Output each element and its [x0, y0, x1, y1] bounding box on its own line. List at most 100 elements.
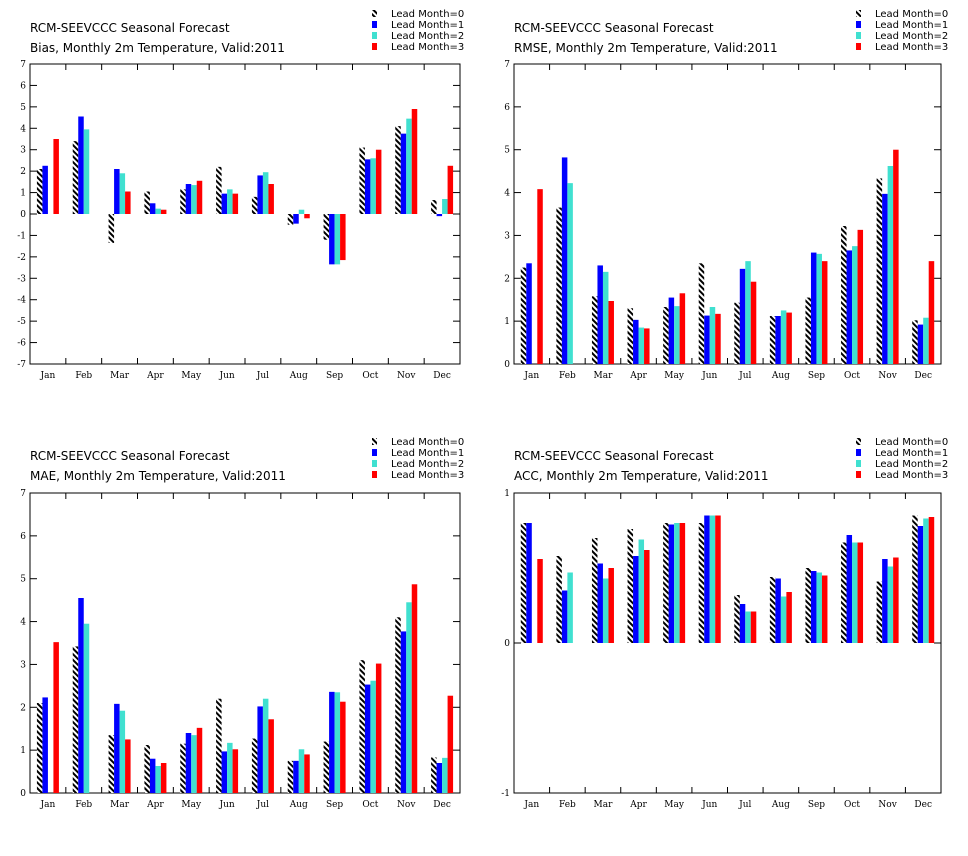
bar: [227, 742, 233, 793]
y-tick-label: -6: [17, 339, 26, 349]
legend-label: Lead Month=1: [391, 448, 464, 459]
y-tick-label: 6: [20, 81, 26, 91]
bar: [364, 684, 371, 793]
bar: [359, 147, 365, 214]
bar: [633, 556, 639, 643]
bar: [698, 523, 705, 643]
bar: [841, 542, 847, 643]
x-tick-label: Jun: [218, 371, 234, 381]
chart-subtitle: RMSE, Monthly 2m Temperature, Valid:2011: [514, 41, 778, 55]
bar: [119, 710, 126, 793]
legend-label: Lead Month=0: [391, 437, 464, 448]
bar: [852, 246, 858, 364]
x-tick-label: Jul: [738, 800, 751, 810]
bar: [359, 660, 365, 793]
bar: [221, 751, 228, 793]
x-tick-label: Oct: [844, 800, 860, 810]
bar: [78, 116, 84, 214]
x-tick-label: Jan: [523, 800, 539, 810]
bar: [119, 173, 126, 214]
bar: [268, 184, 274, 214]
bar: [149, 203, 156, 214]
legend-label: Lead Month=1: [875, 448, 948, 459]
legend-swatch: [372, 449, 377, 456]
y-tick-label: 3: [20, 660, 26, 670]
bar: [627, 308, 634, 364]
y-tick-label: 1: [20, 746, 26, 756]
y-tick-label: 5: [20, 103, 26, 113]
bar: [108, 735, 115, 793]
bar: [887, 166, 894, 364]
bar: [810, 571, 817, 643]
y-tick-label: 4: [20, 618, 26, 628]
y-tick-label: -1: [501, 789, 510, 799]
chart-subtitle: Bias, Monthly 2m Temperature, Valid:2011: [30, 41, 285, 55]
bar: [329, 691, 335, 793]
y-tick-label: 7: [20, 489, 26, 499]
bar: [769, 316, 776, 364]
bar: [602, 578, 609, 643]
bar: [750, 281, 757, 364]
bar: [180, 743, 186, 793]
chart-subtitle: ACC, Monthly 2m Temperature, Valid:2011: [514, 469, 769, 483]
bar: [739, 268, 746, 364]
bar: [375, 663, 382, 793]
bar: [400, 631, 407, 793]
bar: [53, 642, 59, 793]
y-tick-label: 6: [504, 103, 510, 113]
bar: [709, 515, 716, 643]
bar: [887, 566, 894, 643]
x-tick-label: May: [664, 800, 685, 810]
bar: [775, 316, 781, 364]
bar: [447, 165, 454, 214]
bar: [144, 745, 150, 793]
legend-swatch: [856, 21, 861, 28]
bar: [715, 515, 721, 643]
bar: [268, 719, 274, 793]
x-tick-label: Feb: [75, 371, 92, 381]
legend-swatch: [856, 43, 861, 50]
bar: [627, 529, 634, 643]
bar: [638, 327, 645, 364]
y-tick-label: 3: [504, 231, 510, 241]
chart-panel: RCM-SEEVCCC Seasonal Forecast MAE, Monthl…: [20, 437, 464, 810]
bar: [876, 581, 883, 643]
x-tick-label: Dec: [914, 371, 932, 381]
bar: [608, 301, 614, 364]
bar: [526, 263, 532, 364]
legend-swatch: [856, 449, 861, 456]
bar: [42, 165, 48, 214]
bar: [411, 109, 418, 214]
bar: [734, 595, 740, 643]
bar: [786, 312, 792, 364]
bar: [633, 319, 639, 364]
bar: [395, 617, 401, 793]
bar: [185, 184, 192, 214]
bar: [561, 157, 568, 364]
bar: [72, 141, 79, 214]
x-tick-label: Dec: [433, 371, 451, 381]
chart-title: RCM-SEEVCCC Seasonal Forecast: [30, 21, 230, 35]
x-tick-label: Sep: [808, 371, 825, 381]
x-tick-label: Jun: [701, 800, 717, 810]
bar: [663, 523, 669, 643]
bar: [591, 296, 598, 364]
bar: [251, 196, 258, 214]
bar: [442, 757, 448, 793]
legend-label: Lead Month=0: [875, 437, 948, 448]
bar: [597, 265, 603, 364]
bar: [221, 193, 228, 214]
bar: [912, 320, 918, 364]
bar: [185, 733, 192, 793]
bar: [780, 310, 787, 364]
bar: [704, 315, 710, 364]
bar: [160, 763, 167, 793]
chart-panel: RCM-SEEVCCC Seasonal Forecast ACC, Monthl…: [501, 437, 948, 810]
x-tick-label: Oct: [362, 371, 378, 381]
bar: [537, 559, 543, 643]
y-tick-label: 0: [504, 360, 510, 370]
legend-label: Lead Month=1: [391, 20, 464, 31]
legend-label: Lead Month=2: [391, 459, 464, 470]
bar: [395, 126, 401, 214]
bar: [769, 577, 776, 643]
